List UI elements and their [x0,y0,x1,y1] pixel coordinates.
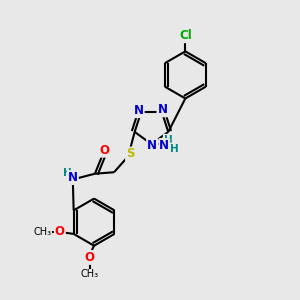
Text: O: O [100,144,110,157]
Text: N: N [158,103,167,116]
Text: CH₃: CH₃ [34,227,52,237]
Text: N: N [147,139,157,152]
Text: O: O [55,225,65,239]
Text: N: N [134,104,144,117]
Text: S: S [126,148,134,160]
Text: N: N [159,139,169,152]
Text: CH₃: CH₃ [81,269,99,279]
Text: Cl: Cl [179,29,192,42]
Text: O: O [85,251,94,264]
Text: H: H [164,135,172,145]
Text: N: N [68,171,78,184]
Text: H: H [169,143,178,154]
Text: H: H [64,168,72,178]
